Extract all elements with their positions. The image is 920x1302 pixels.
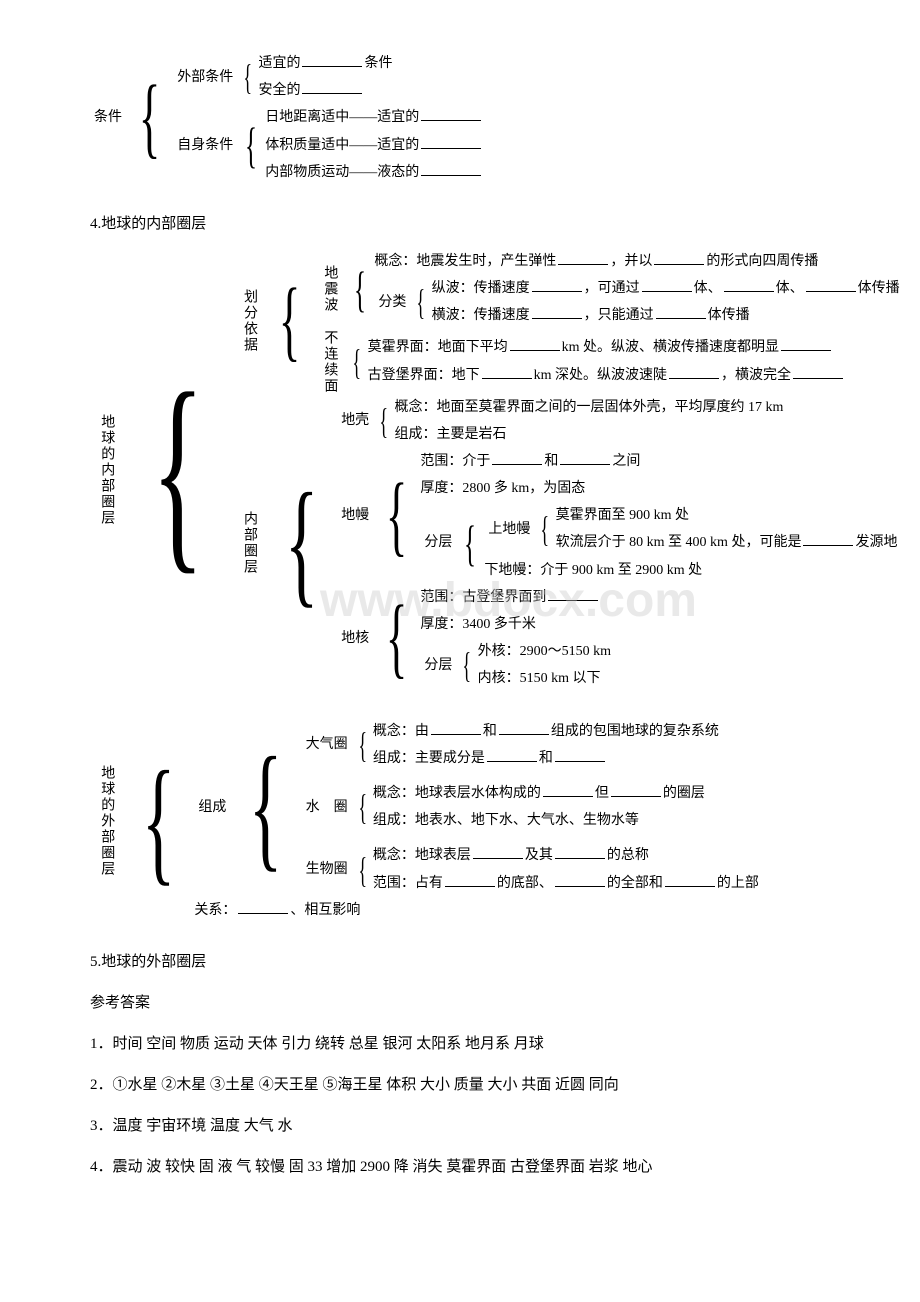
tree-leaf: 概念：地球表层水体构成的但的圈层: [373, 780, 705, 807]
tree3-b1-label: 外部条件: [173, 50, 237, 104]
answers-title: 参考答案: [60, 990, 860, 1017]
brace-icon: {: [278, 248, 302, 394]
tree-outer-layers: 地球的外部圈层 { 组成 { 大气圈 { 概念：由和组成的包围地球的复杂系统 组…: [90, 718, 860, 924]
tree-leaf: 概念：地震发生时，产生弹性，并以的形式向四周传播: [374, 248, 899, 275]
tree-leaf: 厚度：2800 多 km，为固态: [420, 475, 897, 502]
tree4-p2s2sub-label: 分层: [420, 502, 456, 584]
answers-block: 参考答案 1．时间 空间 物质 运动 天体 引力 绕转 总星 银河 太阳系 地月…: [60, 990, 860, 1181]
tree4-p1s2-label: 不连续面: [313, 330, 346, 394]
tree-leaf: 莫霍界面：地面下平均km 处。纵波、横波传播速度都明显: [368, 334, 845, 361]
brace-icon: {: [463, 502, 477, 584]
brace-icon: {: [385, 584, 409, 693]
tree-leaf: 古登堡界面：地下km 深处。纵波波速陡，横波完全: [368, 362, 845, 389]
tree-leaf: 安全的: [258, 77, 392, 104]
tree-leaf: 组成：主要成分是和: [373, 745, 719, 772]
tree-leaf: 组成：主要是岩石: [394, 421, 783, 448]
tree4-p1s1-label: 地震波: [313, 248, 346, 330]
section-4-title: 4.地球的内部圈层: [90, 211, 860, 238]
tree5-p1s2-label: 水 圈: [302, 780, 352, 834]
brace-icon: {: [540, 502, 551, 556]
tree-leaf: 下地幔：介于 900 km 至 2900 km 处: [484, 557, 897, 584]
tree-leaf: 内部物质运动——液态的: [265, 159, 483, 186]
brace-icon: {: [357, 842, 368, 896]
brace-icon: {: [357, 718, 368, 772]
brace-icon: {: [138, 50, 162, 186]
tree-leaf: 关系：、相互影响: [194, 897, 758, 924]
tree-leaf: 适宜的条件: [258, 50, 392, 77]
brace-icon: {: [243, 50, 254, 104]
tree-leaf: 组成：地表水、地下水、大气水、生物水等: [373, 807, 705, 834]
tree-leaf: 体积质量适中——适宜的: [265, 132, 483, 159]
tree4-p2s2-label: 地幔: [337, 448, 373, 584]
tree-leaf: 软流层介于 80 km 至 400 km 处，可能是发源地: [556, 529, 898, 556]
brace-icon: {: [353, 248, 367, 330]
brace-icon: {: [151, 248, 206, 693]
tree-leaf: 纵波：传播速度，可通过体、体、体传播: [432, 275, 900, 302]
tree4-p2s2sub-u-label: 上地幔: [484, 502, 534, 556]
tree4-p2s3sub-label: 分层: [420, 638, 456, 692]
tree3-root: 条件: [90, 50, 126, 186]
tree-leaf: 内核：5150 km 以下: [478, 665, 611, 692]
tree-leaf: 莫霍界面至 900 km 处: [556, 502, 898, 529]
tree4-p2s3-label: 地核: [337, 584, 373, 693]
brace-icon: {: [462, 638, 473, 692]
tree5-p1-label: 组成: [194, 718, 230, 897]
brace-icon: {: [416, 275, 427, 329]
brace-icon: {: [284, 394, 320, 693]
answer-4: 4．震动 波 较快 固 液 气 较慢 固 33 增加 2900 降 消失 莫霍界…: [60, 1154, 860, 1181]
tree-conditions: 条件 { 外部条件 { 适宜的条件 安全的 自身条件 { 日地距离适中——适宜的…: [90, 50, 860, 186]
brace-icon: {: [385, 448, 409, 584]
tree4-p2-label: 内部圈层: [233, 394, 266, 693]
tree5-p1s3-label: 生物圈: [302, 842, 352, 896]
tree4-p1-label: 划分依据: [233, 248, 266, 394]
tree4-root: 地球的内部圈层: [90, 248, 123, 693]
tree4-p1s1sub-label: 分类: [374, 275, 410, 329]
brace-icon: {: [379, 394, 390, 448]
tree5-p1s1-label: 大气圈: [302, 718, 352, 772]
tree-leaf: 日地距离适中——适宜的: [265, 104, 483, 131]
tree-leaf: 范围：占有的底部、的全部和的上部: [373, 870, 759, 897]
section-5-title: 5.地球的外部圈层: [90, 949, 860, 976]
tree3-b2-label: 自身条件: [173, 104, 237, 186]
tree-leaf: 范围：介于和之间: [420, 448, 897, 475]
answer-3: 3．温度 宇宙环境 温度 大气 水: [60, 1113, 860, 1140]
tree-inner-layers: www.bdocx.com 地球的内部圈层 { 划分依据 { 地震波 { 概念：…: [90, 248, 860, 693]
tree-leaf: 厚度：3400 多千米: [420, 611, 611, 638]
brace-icon: {: [357, 780, 368, 834]
answer-1: 1．时间 空间 物质 运动 天体 引力 绕转 总星 银河 太阳系 地月系 月球: [60, 1031, 860, 1058]
tree-leaf: 横波：传播速度，只能通过体传播: [432, 302, 900, 329]
tree5-root: 地球的外部圈层: [90, 718, 123, 924]
answer-2: 2．①水星 ②木星 ③土星 ④天王星 ⑤海王星 体积 大小 质量 大小 共面 近…: [60, 1072, 860, 1099]
tree-leaf: 概念：地球表层及其的总称: [373, 842, 759, 869]
tree-leaf: 外核：2900～5150 km: [478, 638, 611, 665]
brace-icon: {: [141, 718, 177, 924]
tree4-p2s1-label: 地壳: [337, 394, 373, 448]
brace-icon: {: [244, 104, 258, 186]
tree-leaf: 概念：地面至莫霍界面之间的一层固体外壳，平均厚度约 17 km: [394, 394, 783, 421]
brace-icon: {: [248, 718, 284, 897]
brace-icon: {: [352, 330, 363, 394]
tree-leaf: 范围：古登堡界面到: [420, 584, 611, 611]
tree-leaf: 概念：由和组成的包围地球的复杂系统: [373, 718, 719, 745]
